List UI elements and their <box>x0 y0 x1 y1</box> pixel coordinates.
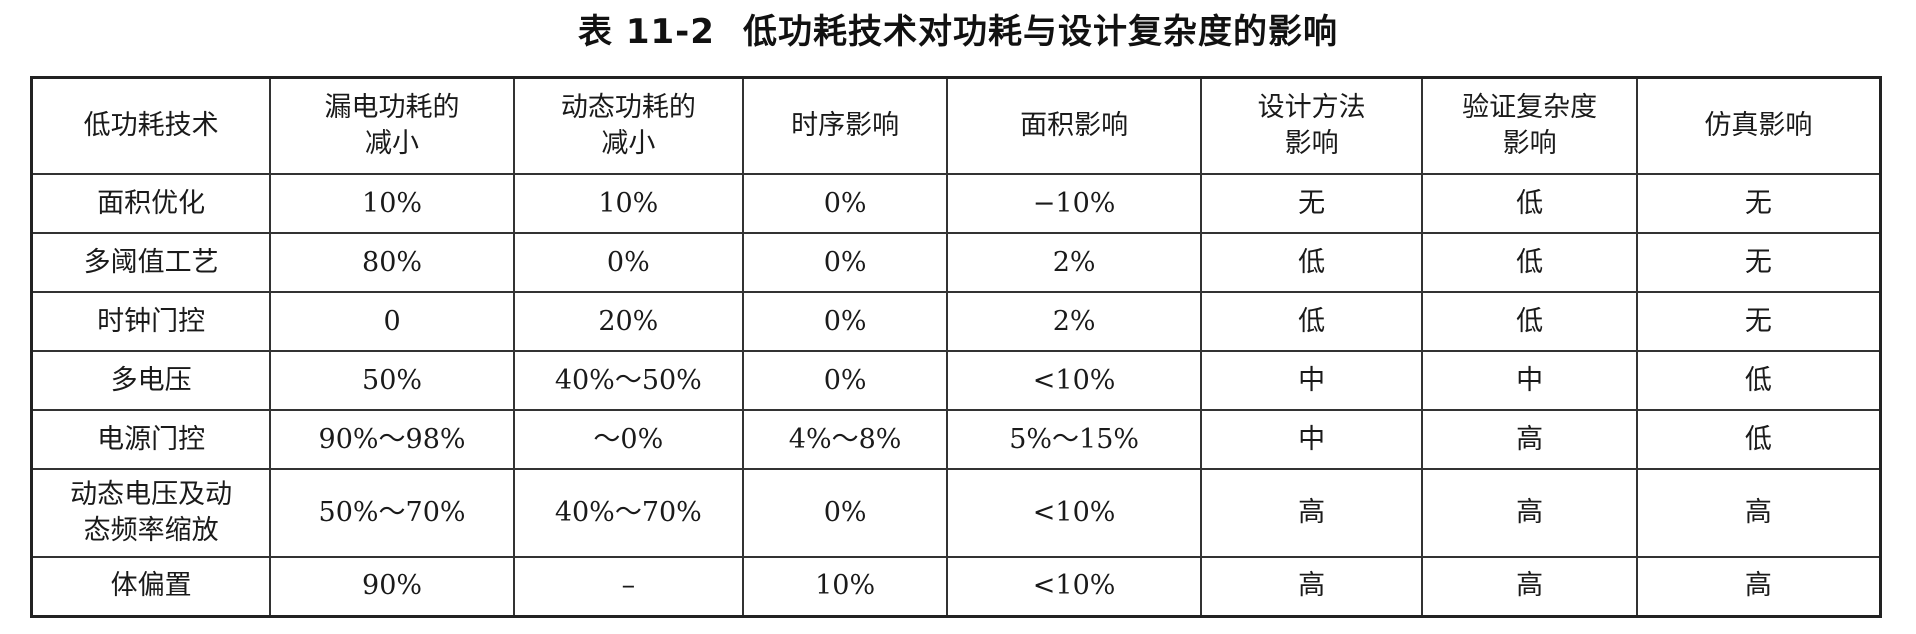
cell-simulation: 高 <box>1635 468 1882 558</box>
cell-timing: 0% <box>741 468 949 558</box>
cell-timing: 0% <box>741 291 949 352</box>
cell-leakage: 80% <box>269 232 515 293</box>
header-timing-impact: 时序影响 <box>741 76 949 175</box>
table-title: 低功耗技术对功耗与设计复杂度的影响 <box>742 12 1338 52</box>
cell-area: 5%～15% <box>946 409 1202 470</box>
cell-simulation: 无 <box>1635 291 1882 352</box>
cell-technique: 面积优化 <box>30 173 272 234</box>
cell-technique: 时钟门控 <box>30 291 272 352</box>
cell-dynamic: 10% <box>512 173 744 234</box>
header-area-impact: 面积影响 <box>946 76 1202 175</box>
cell-verification: 高 <box>1421 556 1638 617</box>
table-number: 表 11-2 <box>578 12 715 52</box>
cell-simulation: 低 <box>1635 409 1882 470</box>
cell-leakage: 90% <box>269 556 515 617</box>
cell-methodology: 中 <box>1199 350 1424 411</box>
cell-methodology: 低 <box>1199 232 1424 293</box>
cell-area: 2% <box>946 232 1202 293</box>
header-technique: 低功耗技术 <box>30 76 272 175</box>
cell-methodology: 中 <box>1199 409 1424 470</box>
cell-area: −10% <box>946 173 1202 234</box>
table-row: 电源门控 90%～98% ～0% 4%～8% 5%～15% 中高低 <box>30 409 1882 470</box>
cell-leakage: 0 <box>269 291 515 352</box>
cell-simulation: 高 <box>1635 556 1882 617</box>
cell-timing: 4%～8% <box>741 409 949 470</box>
cell-timing: 10% <box>741 556 949 617</box>
cell-leakage: 10% <box>269 173 515 234</box>
cell-technique: 动态电压及动 态频率缩放 <box>30 468 272 558</box>
cell-area: <10% <box>946 350 1202 411</box>
cell-timing: 0% <box>741 350 949 411</box>
table-row: 时钟门控 0 20% 0% 2% 低低无 <box>30 291 1882 352</box>
cell-technique: 电源门控 <box>30 409 272 470</box>
cell-verification: 高 <box>1421 409 1638 470</box>
cell-verification: 低 <box>1421 173 1638 234</box>
table-body: 面积优化 10% 10% 0% −10% 无低无多阈值工艺 80% 0% 0% 2% 低低无时钟门控… <box>30 173 1882 617</box>
cell-verification: 低 <box>1421 291 1638 352</box>
header-verification-impact: 验证复杂度 影响 <box>1421 76 1638 175</box>
header-methodology-impact: 设计方法 影响 <box>1199 76 1424 175</box>
cell-methodology: 高 <box>1199 468 1424 558</box>
cell-dynamic: 0% <box>512 232 744 293</box>
cell-leakage: 50%～70% <box>269 468 515 558</box>
cell-verification: 高 <box>1421 468 1638 558</box>
cell-leakage: 50% <box>269 350 515 411</box>
cell-dynamic: – <box>512 556 744 617</box>
cell-technique: 多电压 <box>30 350 272 411</box>
table-row: 体偏置 90% –10% <10% 高高高 <box>30 556 1882 617</box>
cell-simulation: 无 <box>1635 173 1882 234</box>
cell-dynamic: 20% <box>512 291 744 352</box>
cell-timing: 0% <box>741 232 949 293</box>
header-dynamic-reduction: 动态功耗的 减小 <box>512 76 744 175</box>
cell-timing: 0% <box>741 173 949 234</box>
header-simulation-impact: 仿真影响 <box>1635 76 1882 175</box>
table-row: 面积优化 10% 10% 0% −10% 无低无 <box>30 173 1882 234</box>
cell-methodology: 高 <box>1199 556 1424 617</box>
table-caption: 表 11-2 低功耗技术对功耗与设计复杂度的影响 <box>0 6 1916 58</box>
cell-methodology: 低 <box>1199 291 1424 352</box>
cell-leakage: 90%～98% <box>269 409 515 470</box>
table-row: 多电压 50% 40%～50% 0% <10% 中中低 <box>30 350 1882 411</box>
table-row: 多阈值工艺 80% 0% 0% 2% 低低无 <box>30 232 1882 293</box>
header-leakage-reduction: 漏电功耗的 减小 <box>269 76 515 175</box>
cell-technique: 体偏置 <box>30 556 272 617</box>
cell-dynamic: 40%～50% <box>512 350 744 411</box>
cell-area: <10% <box>946 468 1202 558</box>
cell-simulation: 低 <box>1635 350 1882 411</box>
cell-verification: 中 <box>1421 350 1638 411</box>
header-row: 低功耗技术 漏电功耗的 减小 动态功耗的 减小 时序影响 面积影响 设计方法 影… <box>30 76 1882 175</box>
cell-technique: 多阈值工艺 <box>30 232 272 293</box>
cell-methodology: 无 <box>1199 173 1424 234</box>
cell-simulation: 无 <box>1635 232 1882 293</box>
power-technique-table: 低功耗技术 漏电功耗的 减小 动态功耗的 减小 时序影响 面积影响 设计方法 影… <box>30 76 1882 618</box>
cell-dynamic: 40%～70% <box>512 468 744 558</box>
cell-area: 2% <box>946 291 1202 352</box>
table-row: 动态电压及动 态频率缩放 50%～70% 40%～70% 0% <10% 高高高 <box>30 468 1882 558</box>
cell-verification: 低 <box>1421 232 1638 293</box>
cell-dynamic: ～0% <box>512 409 744 470</box>
cell-area: <10% <box>946 556 1202 617</box>
